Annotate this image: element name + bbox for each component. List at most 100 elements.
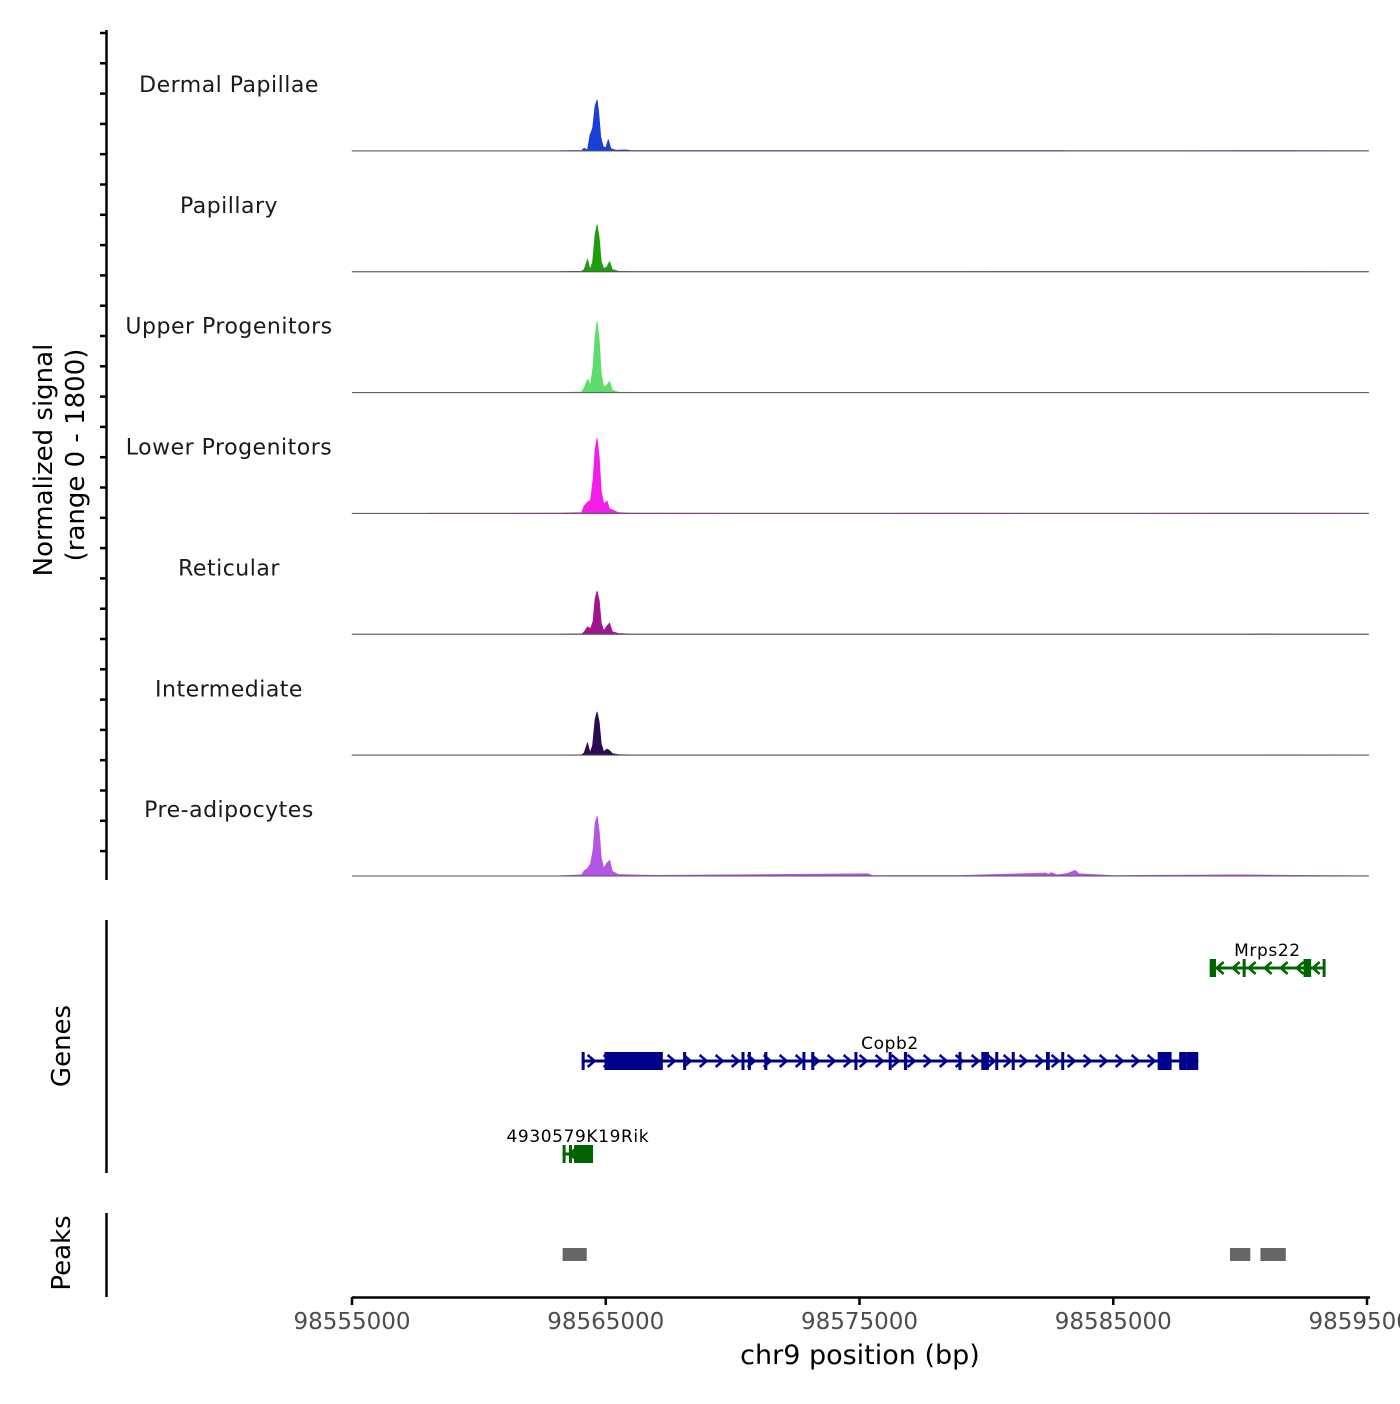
track-label: Reticular [178,556,280,581]
strand-arrow [698,1054,709,1068]
gene-exon [1179,1052,1187,1070]
track-label: Papillary [180,194,278,219]
track-lower-progenitors: Lower Progenitors [126,436,1369,514]
gene-exon [741,1052,745,1070]
track-label: Upper Progenitors [125,315,332,340]
gene-exon [1242,959,1246,977]
strand-arrow [1230,961,1241,975]
gene-exon [811,1052,815,1070]
strand-arrow [714,1054,725,1068]
strand-arrow [874,1054,885,1068]
x-tick-label: 98575000 [801,1309,918,1335]
strand-arrow [1146,1054,1157,1068]
strand-arrow [938,1054,949,1068]
gene-exon [1322,959,1326,977]
coverage-tracks: Dermal Papillae Papillary Upper Progenitor… [125,73,1369,877]
strand-arrow [1130,1054,1141,1068]
strand-arrow [1066,1054,1077,1068]
strand-arrow [586,1054,597,1068]
strand-arrow [1214,961,1225,975]
gene-exon [747,1052,751,1070]
strand-arrow [730,1054,741,1068]
strand-arrow [890,1054,901,1068]
genes-panel: Mrps22 Copb2 4930579K19Rik [507,941,1326,1163]
strand-arrow [1114,1054,1125,1068]
strand-arrow [778,1054,789,1068]
track-label: Dermal Papillae [139,73,319,98]
gene-exon [1303,959,1312,977]
gene-exon [568,1145,572,1163]
gene-exon [1186,1052,1199,1070]
gene-exon [764,1052,768,1070]
gene-mrps22: Mrps22 [1209,941,1326,977]
gene-exon [958,1052,962,1070]
gene-exon [604,1052,663,1070]
peaks-panel-title: Peaks [47,1215,77,1290]
x-axis-title: chr9 position (bp) [740,1340,980,1371]
strand-arrow [1278,961,1289,975]
strand-arrow [1310,961,1321,975]
peaks-panel [562,1248,1286,1261]
signal-area [351,438,1368,514]
gene-exon [802,1052,806,1070]
x-tick-label: 98565000 [547,1309,664,1335]
strand-arrow [1034,1054,1045,1068]
gene-label: Mrps22 [1234,941,1301,961]
x-tick-label: 98555000 [293,1309,410,1335]
gene-copb2: Copb2 [581,1034,1199,1070]
track-papillary: Papillary [180,194,1369,273]
track-label: Intermediate [155,677,303,702]
strand-arrow [1002,1054,1013,1068]
signal-area [351,711,1368,756]
x-tick-label: 98595000 [1308,1309,1400,1335]
gene-label: 4930579K19Rik [507,1127,650,1147]
x-tick-label: 98585000 [1055,1309,1172,1335]
strand-arrow [1246,961,1257,975]
strand-arrow [842,1054,853,1068]
strand-arrow [1082,1054,1093,1068]
track-upper-progenitors: Upper Progenitors [125,315,1369,394]
signal-area [351,99,1368,152]
coverage-y-axis-ticks [100,31,106,853]
gene-exon [1157,1052,1172,1070]
gene-exon [1061,1052,1065,1070]
track-label: Lower Progenitors [126,436,332,461]
strand-arrow [970,1054,981,1068]
gene-exon [995,1052,999,1070]
peak-region [1229,1248,1251,1261]
strand-arrow [954,1054,965,1068]
track-intermediate: Intermediate [155,677,1369,756]
strand-arrow [666,1054,677,1068]
track-dermal-papillae: Dermal Papillae [139,73,1369,152]
gene-exon [562,1145,566,1163]
strand-arrow [826,1054,837,1068]
strand-arrow [986,1054,997,1068]
gene-exon [1011,1052,1015,1070]
signal-area [351,815,1368,877]
genes-panel-title: Genes [47,1005,77,1087]
gene-exon [581,1052,585,1070]
strand-arrow [922,1054,933,1068]
y-axis-title-line2: (range 0 - 1800) [61,349,91,562]
signal-area [351,590,1368,635]
gene-exon [888,1052,892,1070]
gene-exon [1209,959,1217,977]
peak-region [562,1248,587,1261]
track-label: Pre-adipocytes [144,798,314,823]
gene-exon [1046,1052,1050,1070]
y-axis-title-line1: Normalized signal [29,344,59,577]
strand-arrow [1098,1054,1109,1068]
strand-arrow [1050,1054,1061,1068]
gene-exon [981,1052,989,1070]
strand-arrow [858,1054,869,1068]
strand-arrow [1018,1054,1029,1068]
gene-label: Copb2 [861,1034,919,1054]
track-reticular: Reticular [178,556,1369,635]
track-pre-adipocytes: Pre-adipocytes [144,798,1369,877]
x-axis-ticks: 98555000 98565000 98575000 98585000 98595000 [293,1297,1400,1335]
strand-arrow [1294,961,1305,975]
peak-region [1260,1248,1286,1261]
gene-4930579k19rik: 4930579K19Rik [507,1127,650,1163]
